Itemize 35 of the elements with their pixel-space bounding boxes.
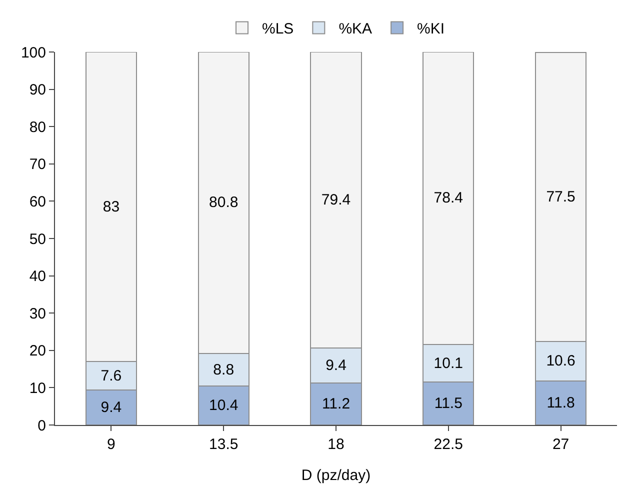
y-tick-label: 100 bbox=[20, 44, 46, 62]
y-tick-label: 70 bbox=[29, 156, 46, 174]
y-tick-label: 80 bbox=[29, 118, 46, 136]
data-label: 80.8 bbox=[209, 194, 238, 212]
data-label: 10.1 bbox=[434, 354, 463, 372]
y-tick-label: 30 bbox=[29, 305, 46, 322]
legend-label: %LS bbox=[262, 20, 294, 38]
data-label: 8.8 bbox=[213, 361, 234, 378]
x-tick-label: 9 bbox=[107, 436, 116, 453]
data-label: 77.5 bbox=[546, 188, 576, 206]
x-tick-label: 18 bbox=[328, 436, 344, 453]
data-label: 9.4 bbox=[326, 357, 346, 374]
data-label: 11.8 bbox=[546, 394, 575, 412]
legend-label: %KA bbox=[338, 20, 372, 38]
y-tick-label: 60 bbox=[29, 193, 46, 210]
data-label: 9.4 bbox=[100, 398, 122, 416]
data-label: 10.6 bbox=[546, 352, 576, 370]
y-tick-label: 40 bbox=[29, 268, 46, 286]
y-tick-label: 0 bbox=[38, 417, 46, 434]
data-label: 7.6 bbox=[100, 367, 122, 384]
data-label: 11.2 bbox=[322, 396, 350, 413]
y-tick-label: 50 bbox=[29, 230, 46, 248]
data-label: 83 bbox=[102, 198, 120, 216]
x-tick-label: 27 bbox=[552, 436, 570, 453]
data-label: 78.4 bbox=[434, 190, 463, 207]
data-label: 10.4 bbox=[209, 397, 238, 414]
x-axis-title: D (pz/day) bbox=[301, 467, 371, 484]
x-tick-label: 13.5 bbox=[209, 436, 238, 453]
x-tick-label: 22.5 bbox=[434, 436, 463, 453]
legend-label: %KI bbox=[417, 20, 445, 38]
data-label: 79.4 bbox=[321, 192, 351, 209]
data-label: 11.5 bbox=[434, 395, 462, 412]
y-tick-label: 10 bbox=[29, 380, 46, 397]
y-tick-label: 90 bbox=[29, 82, 46, 99]
y-tick-label: 20 bbox=[29, 342, 46, 360]
